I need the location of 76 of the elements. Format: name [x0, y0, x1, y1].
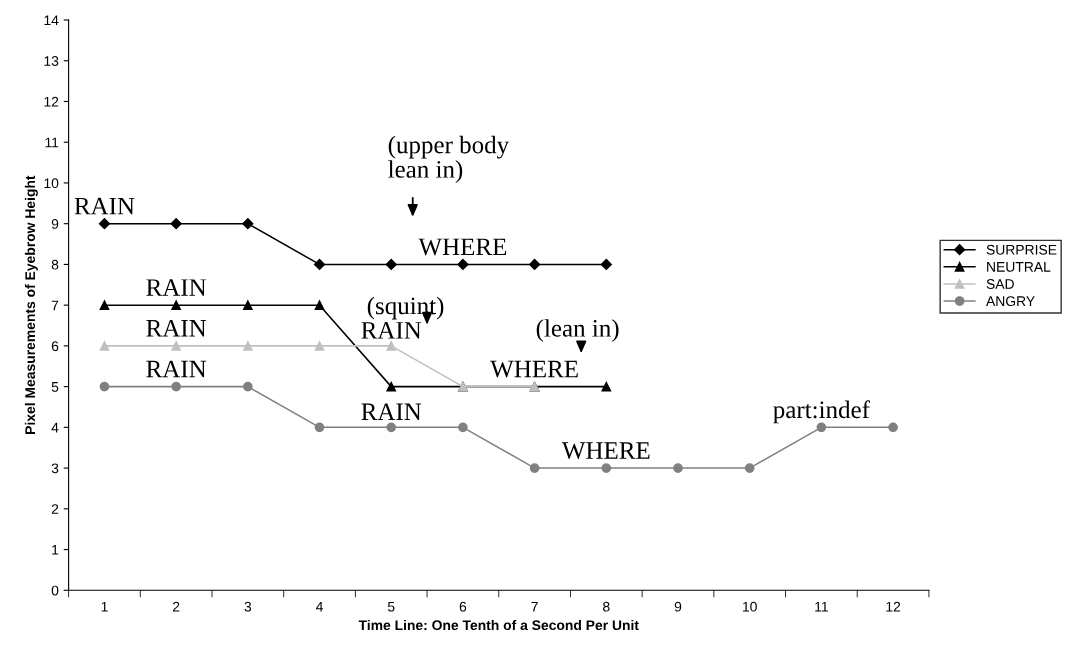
point — [99, 300, 110, 311]
point — [314, 300, 325, 311]
point — [314, 341, 325, 351]
y-tick-label: 11 — [45, 137, 59, 148]
x-tick-label: 1 — [101, 601, 108, 612]
point — [314, 422, 325, 433]
point — [99, 341, 110, 351]
point — [673, 463, 683, 473]
y-tick-label: 0 — [51, 585, 59, 596]
annotation: RAIN — [146, 279, 207, 296]
annotation: (upper body lean in) — [388, 135, 510, 183]
legend-label: SAD — [986, 279, 1014, 289]
annotation: RAIN — [361, 403, 422, 420]
y-tick-label: 7 — [51, 300, 59, 311]
point — [170, 218, 182, 230]
x-tick-label: 10 — [743, 601, 757, 612]
point — [313, 258, 326, 271]
y-tick-label: 1 — [52, 545, 59, 555]
x-tick-label: 12 — [886, 601, 901, 612]
x-tick-label: 3 — [244, 601, 252, 612]
point — [386, 341, 397, 351]
point — [242, 300, 253, 311]
annotation: (lean in) — [536, 319, 619, 342]
legend-label: SURPRISE — [986, 244, 1057, 255]
point — [171, 341, 182, 351]
point — [744, 463, 755, 473]
annotation: RAIN — [146, 319, 207, 337]
x-tick-label: 11 — [815, 601, 828, 612]
y-tick-label: 9 — [51, 219, 59, 229]
point — [600, 258, 612, 271]
annotation: (squint) — [367, 296, 444, 320]
y-tick-label: 13 — [44, 56, 59, 66]
point — [601, 381, 612, 392]
x-tick-label: 7 — [531, 601, 538, 612]
annotation: RAIN — [361, 322, 422, 339]
y-tick-label: 3 — [51, 463, 59, 474]
point — [171, 300, 182, 311]
point — [601, 463, 612, 473]
point — [888, 422, 898, 433]
annotation: RAIN — [146, 360, 207, 378]
x-tick-label: 9 — [674, 601, 682, 612]
annotation: RAIN — [74, 197, 135, 215]
y-tick-label: 10 — [44, 178, 59, 189]
x-tick-label: 8 — [603, 601, 610, 612]
legend-label: ANGRY — [986, 296, 1035, 307]
legend-label: NEUTRAL — [987, 262, 1051, 272]
point — [386, 381, 397, 392]
point — [242, 381, 253, 392]
y-tick-label: 2 — [51, 504, 59, 514]
x-axis-title: Time Line: One Tenth of a Second Per Unit — [358, 619, 639, 631]
point — [98, 218, 111, 230]
x-tick-label: 5 — [387, 601, 395, 612]
point — [171, 381, 182, 392]
point — [529, 463, 540, 473]
point — [529, 258, 541, 271]
y-axis-title: Pixel Measurements of Eyebrow Height — [24, 175, 38, 434]
point — [457, 258, 469, 271]
x-tick-label: 6 — [459, 601, 467, 612]
y-tick-label: 6 — [51, 341, 59, 352]
point — [242, 218, 254, 230]
point — [385, 258, 397, 271]
x-tick-label: 2 — [172, 601, 180, 612]
x-tick-label: 4 — [315, 601, 323, 612]
point — [242, 341, 253, 351]
y-tick-label: 12 — [44, 96, 59, 107]
y-tick-label: 4 — [51, 422, 59, 433]
point — [386, 422, 397, 433]
point — [458, 422, 468, 433]
annotation: WHERE — [490, 360, 578, 378]
y-tick-label: 5 — [51, 382, 59, 392]
annotation: WHERE — [561, 442, 650, 460]
annotation: WHERE — [418, 238, 507, 256]
y-tick-label: 14 — [44, 15, 59, 26]
annotation: part:indef — [773, 400, 870, 424]
y-tick-label: 8 — [51, 259, 59, 270]
point — [99, 381, 110, 392]
